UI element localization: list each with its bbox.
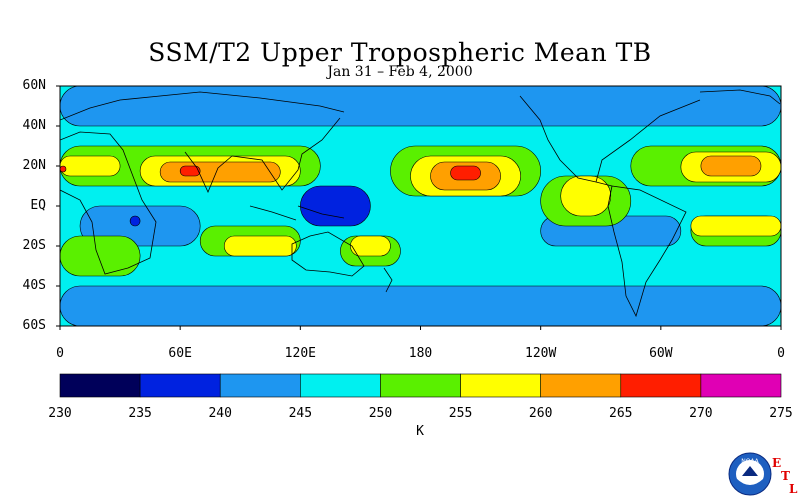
lon-label: 120W — [525, 346, 557, 361]
logo-letter: E — [772, 456, 782, 470]
logo-letter: L — [789, 482, 798, 496]
logo-letter: T — [781, 469, 790, 483]
longitude-ticks — [59, 326, 782, 330]
tb-contour-region — [223, 235, 297, 257]
colorbar-tick-label: 245 — [288, 406, 313, 421]
colorbar-tick-label: 275 — [769, 406, 793, 421]
colorbar-tick-label: 255 — [448, 406, 473, 421]
lat-label: 60N — [22, 78, 46, 93]
lon-label: 60W — [649, 346, 673, 361]
colorbar-swatch — [700, 373, 782, 398]
colorbar-swatch — [219, 373, 301, 398]
colorbar-unit: K — [416, 424, 424, 439]
tb-contour-region — [60, 155, 121, 177]
colorbar-tick-label: 250 — [368, 406, 393, 421]
colorbar-tick-label: 270 — [689, 406, 713, 421]
colorbar-tick-label: 235 — [128, 406, 152, 421]
colorbar-swatch — [59, 373, 141, 398]
lon-label: 60E — [168, 346, 192, 361]
tb-contour-region — [300, 185, 371, 227]
colorbar-swatch — [620, 373, 702, 398]
lon-label: 0 — [777, 346, 785, 361]
latitude-ticks — [56, 85, 60, 327]
map-plot — [56, 85, 782, 398]
lon-label: 120E — [284, 346, 316, 361]
colorbar-tick-label: 240 — [208, 406, 232, 421]
tb-contour-region — [450, 165, 481, 181]
coastlines — [60, 89, 781, 318]
chart-subtitle: Jan 31 – Feb 4, 2000 — [327, 64, 473, 80]
tb-contour-region — [350, 235, 391, 257]
tb-contour-region — [560, 175, 612, 217]
colorbar-tick-label: 230 — [48, 406, 72, 421]
tb-contour-region — [700, 155, 762, 177]
lat-label: 40S — [22, 278, 46, 293]
colorbar-swatch — [380, 373, 461, 398]
logo-text: NOAA — [741, 458, 759, 465]
colorbar-tick-label: 265 — [609, 406, 633, 421]
noaa-logo: NOAA — [728, 452, 772, 496]
lat-label: EQ — [30, 198, 46, 213]
chart-title: SSM/T2 Upper Tropospheric Mean TB — [148, 38, 652, 67]
lon-label: 0 — [56, 346, 64, 361]
lat-label: 20N — [22, 158, 46, 173]
tb-contour-region — [179, 165, 201, 177]
lat-label: 60S — [22, 318, 46, 333]
colorbar-swatch — [460, 373, 541, 398]
lat-label: 20S — [22, 238, 46, 253]
tb-contour-region — [690, 215, 781, 237]
tb-contour-region — [129, 215, 141, 227]
tb-contour-region — [60, 285, 781, 326]
tb-contour-region — [60, 86, 781, 127]
colorbar — [59, 373, 782, 398]
colorbar-swatch — [540, 373, 622, 398]
tb-contour-region — [60, 165, 67, 173]
tb-contour-region — [159, 161, 281, 183]
lon-label: 180 — [408, 346, 433, 361]
colorbar-tick-label: 260 — [528, 406, 553, 421]
colorbar-swatch — [300, 373, 381, 398]
tb-contour-region — [60, 235, 141, 277]
colorbar-swatch — [139, 373, 221, 398]
lat-label: 40N — [22, 118, 46, 133]
